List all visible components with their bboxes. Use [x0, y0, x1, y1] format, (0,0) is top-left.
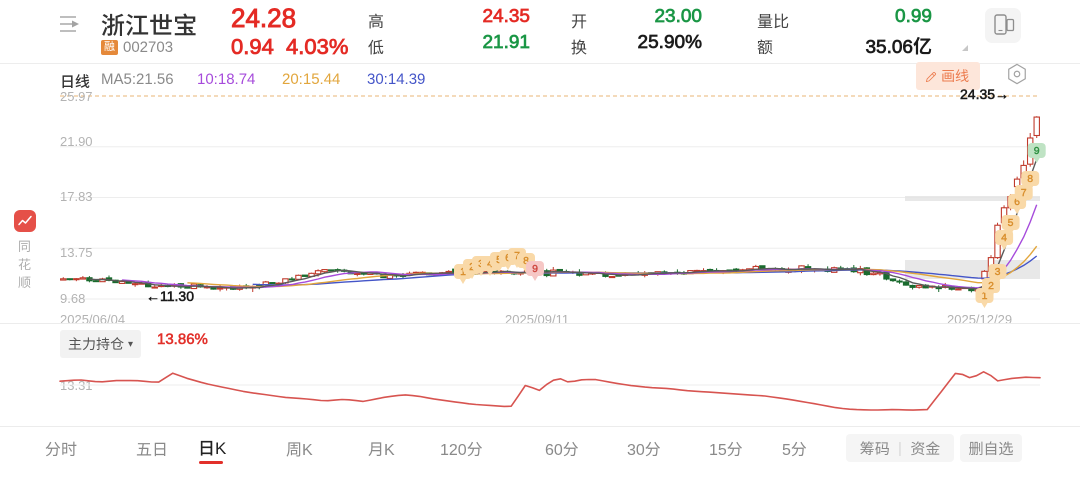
svg-text:3: 3: [995, 266, 1001, 278]
svg-text:9: 9: [1034, 145, 1040, 157]
svg-text:7: 7: [1021, 187, 1027, 199]
svg-text:8: 8: [1027, 173, 1033, 185]
svg-text:2: 2: [988, 280, 994, 292]
svg-text:9: 9: [532, 263, 538, 275]
svg-text:5: 5: [1008, 217, 1014, 229]
